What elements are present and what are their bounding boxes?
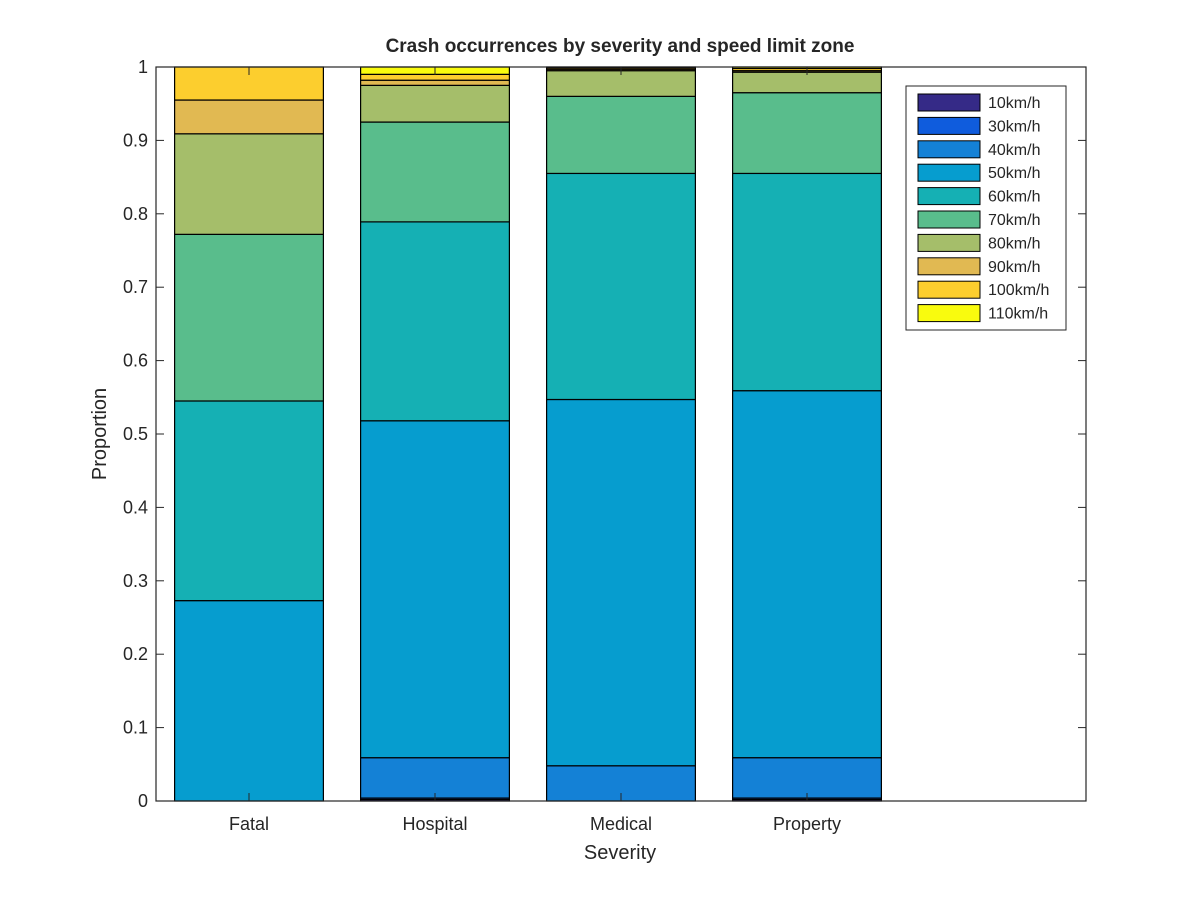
legend-label: 60km/h [988,189,1040,206]
y-tick-label: 0.4 [123,497,148,517]
x-axis: Fatal Hospital Medical Property [229,67,841,834]
legend-label: 110km/h [988,306,1048,323]
legend-label: 80km/h [988,235,1040,252]
bar-segment [545,398,696,767]
y-tick-label: 0.3 [123,571,148,591]
x-axis-label: Severity [584,842,656,864]
bar-segment [545,95,696,175]
legend-label: 50km/h [988,165,1040,182]
bar-segment [174,133,325,235]
bar-segment [174,400,325,602]
bar-segment [360,73,511,81]
bar-segment [360,84,511,123]
legend-swatch [917,304,981,323]
legend-swatch [917,280,981,299]
legend-swatch [917,116,981,135]
legend-swatch [917,187,981,206]
legend-swatch [917,257,981,276]
y-tick-label: 0.6 [123,351,148,371]
y-tick-label: 0.5 [123,424,148,444]
bar-segment [360,79,511,86]
x-tick-label: Hospital [402,814,467,834]
y-tick-label: 0 [138,791,148,811]
legend-label: 30km/h [988,118,1040,135]
bar-segment [360,420,511,759]
x-tick-label: Medical [590,814,652,834]
y-tick-label: 0.2 [123,644,148,664]
y-tick-label: 0.8 [123,204,148,224]
legend-label: 70km/h [988,212,1040,229]
legend-swatch [917,140,981,159]
bar-segment [174,99,325,135]
legend-swatch [917,233,981,252]
y-tick-label: 0.7 [123,277,148,297]
x-tick-label: Fatal [229,814,269,834]
x-tick-label: Property [773,814,841,834]
bar-segment [731,390,882,759]
bar-segment [731,757,882,799]
legend: 10km/h 30km/h 40km/h 50km/h 60km/h 70km/h 80km… [905,85,1067,331]
bar-segment [174,600,325,802]
y-tick-label: 0.1 [123,718,148,738]
bar-segment [731,92,882,175]
legend-label: 10km/h [988,95,1040,112]
bar-segment [360,757,511,799]
bar-segment [360,121,511,223]
y-axis: 0 0.1 0.2 0.3 0.4 0.5 0.6 0.7 0.8 0.9 1 [123,57,1086,811]
y-tick-label: 0.9 [123,130,148,150]
bar-segment [731,71,882,94]
legend-label: 100km/h [988,282,1049,299]
legend-swatch [917,163,981,182]
bar-segment [545,172,696,401]
bar-segment [731,172,882,392]
legend-swatch [917,93,981,112]
bars-group [174,66,882,802]
y-tick-label: 1 [138,57,148,77]
legend-swatch [917,210,981,229]
legend-label: 90km/h [988,259,1040,276]
legend-label: 40km/h [988,142,1040,159]
bar-segment [360,221,511,422]
chart-title: Crash occurrences by severity and speed … [386,36,855,57]
y-axis-label: Proportion [89,388,111,480]
bar-segment [174,233,325,402]
